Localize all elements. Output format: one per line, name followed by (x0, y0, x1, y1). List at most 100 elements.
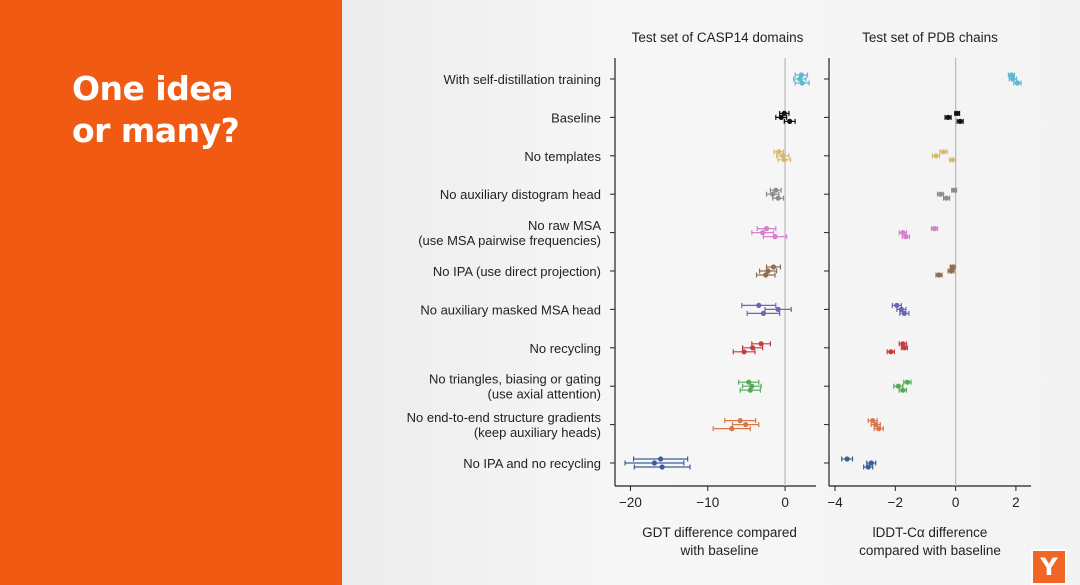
category-label: With self-distillation training (443, 72, 601, 87)
category-label: No raw MSA (528, 218, 601, 233)
headline-line-1: One idea (72, 69, 234, 108)
chart-panel (342, 0, 1080, 585)
data-point (773, 187, 779, 193)
category-label: (use axial attention) (488, 387, 601, 402)
x-tick-label: 2 (1012, 495, 1020, 510)
data-point (760, 230, 766, 236)
data-point (737, 418, 743, 424)
data-point (954, 110, 960, 116)
data-point (778, 114, 784, 120)
category-label: Baseline (551, 110, 601, 125)
data-point (763, 272, 769, 278)
data-point (933, 153, 939, 159)
data-point (780, 153, 786, 159)
data-point (659, 464, 665, 470)
slide-headline: One idea or many? (72, 68, 240, 152)
data-point (876, 426, 882, 432)
data-point (765, 268, 771, 274)
panel-title: Test set of PDB chains (862, 30, 998, 45)
data-point (957, 118, 963, 124)
data-point (950, 157, 956, 163)
category-label: No auxiliary masked MSA head (420, 302, 601, 317)
data-point (868, 460, 874, 466)
data-point (873, 422, 879, 428)
x-axis-label: with baseline (679, 543, 758, 558)
headline-line-2: or many? (72, 111, 240, 150)
data-point (770, 264, 777, 270)
data-point (750, 345, 756, 351)
ycombinator-logo: Y (1031, 549, 1067, 585)
data-point (950, 264, 956, 270)
category-label: No end-to-end structure gradients (407, 410, 602, 425)
data-point (901, 345, 907, 351)
data-point (945, 114, 951, 120)
data-point (844, 456, 850, 462)
data-point (781, 157, 787, 163)
x-tick-label: 0 (781, 495, 789, 510)
title-panel: One idea or many? (0, 0, 342, 585)
data-point (775, 306, 781, 312)
data-point (797, 76, 803, 82)
data-point (900, 341, 906, 347)
data-point (776, 149, 782, 155)
data-point (951, 187, 957, 193)
data-point (799, 80, 805, 86)
data-point (1010, 76, 1016, 82)
data-point (770, 191, 776, 197)
category-label: No triangles, biasing or gating (429, 372, 601, 387)
data-point (900, 230, 906, 236)
x-axis-label: compared with baseline (859, 543, 1001, 558)
category-label: No templates (524, 149, 601, 164)
data-point (903, 234, 909, 240)
data-point (798, 72, 804, 78)
data-point (948, 268, 954, 274)
data-point (1008, 72, 1015, 78)
data-point (747, 387, 753, 393)
data-point (651, 460, 658, 466)
data-point (937, 191, 944, 197)
data-point (760, 310, 767, 316)
x-tick-label: −2 (888, 495, 903, 510)
data-point (888, 349, 894, 355)
data-point (772, 234, 778, 240)
x-tick-label: 0 (952, 495, 960, 510)
data-point (758, 341, 764, 347)
data-point (741, 349, 747, 355)
data-point (743, 422, 749, 428)
x-tick-label: −4 (827, 495, 843, 510)
data-point (940, 149, 947, 155)
data-point (900, 387, 906, 393)
data-point (936, 272, 942, 278)
data-point (895, 383, 901, 389)
category-label: No IPA and no recycling (463, 456, 601, 471)
panel-title: Test set of CASP14 domains (632, 30, 804, 45)
data-point (775, 195, 781, 201)
data-point (904, 379, 910, 385)
data-point (658, 456, 664, 462)
data-point (1014, 80, 1021, 86)
data-point (763, 226, 770, 232)
data-point (870, 418, 876, 424)
data-point (931, 226, 938, 232)
x-axis-label: GDT difference compared (642, 525, 797, 540)
data-point (746, 379, 752, 385)
category-label: (use MSA pairwise frequencies) (418, 233, 601, 248)
x-tick-label: −10 (696, 495, 719, 510)
category-label: No auxiliary distogram head (440, 187, 601, 202)
data-point (781, 110, 787, 116)
data-point (943, 195, 950, 201)
data-point (901, 310, 907, 316)
x-tick-label: −20 (619, 495, 642, 510)
data-point (865, 464, 871, 470)
data-point (749, 383, 755, 389)
data-point (787, 118, 793, 124)
x-axis-label: lDDT-Cα difference (873, 525, 988, 540)
data-point (898, 306, 904, 312)
data-point (756, 302, 762, 308)
category-label: No IPA (use direct projection) (433, 264, 601, 279)
data-point (894, 302, 900, 308)
category-label: (keep auxiliary heads) (474, 425, 601, 440)
data-point (729, 426, 735, 432)
category-label: No recycling (529, 341, 601, 356)
